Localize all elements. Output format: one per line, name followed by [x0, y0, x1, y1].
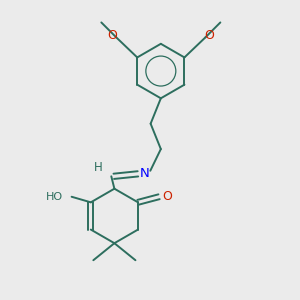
Text: H: H: [94, 161, 103, 174]
Text: O: O: [162, 190, 172, 203]
Text: O: O: [205, 28, 214, 42]
Text: HO: HO: [46, 192, 63, 202]
Text: O: O: [107, 28, 117, 42]
Text: N: N: [140, 167, 150, 180]
